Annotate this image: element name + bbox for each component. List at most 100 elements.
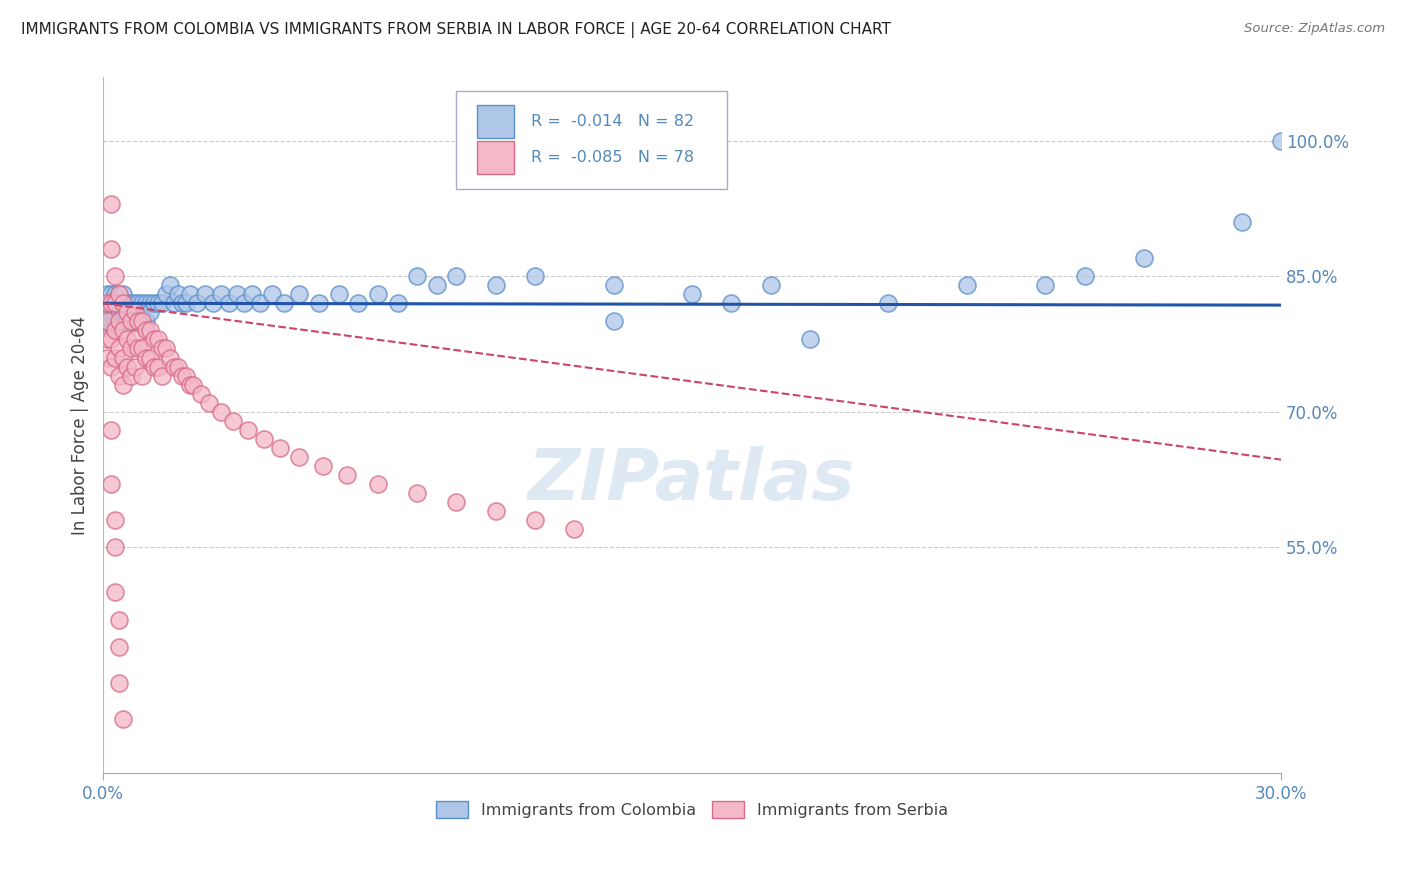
Point — [111, 314, 134, 328]
Point — [524, 269, 547, 284]
Point — [562, 522, 585, 536]
Point — [108, 287, 131, 301]
Point — [104, 305, 127, 319]
Point — [104, 351, 127, 365]
Point — [100, 296, 122, 310]
Point — [104, 314, 127, 328]
Point — [273, 296, 295, 310]
Point — [131, 342, 153, 356]
Point — [174, 368, 197, 383]
Point — [108, 613, 131, 627]
Point — [602, 314, 624, 328]
Point — [111, 296, 134, 310]
Point — [221, 414, 243, 428]
Point — [143, 333, 166, 347]
Point — [100, 305, 122, 319]
Point — [139, 323, 162, 337]
Point — [96, 296, 118, 310]
Point — [111, 287, 134, 301]
Text: IMMIGRANTS FROM COLOMBIA VS IMMIGRANTS FROM SERBIA IN LABOR FORCE | AGE 20-64 CO: IMMIGRANTS FROM COLOMBIA VS IMMIGRANTS F… — [21, 22, 891, 38]
Point — [1230, 215, 1253, 229]
Point — [104, 287, 127, 301]
Point — [681, 287, 703, 301]
Point — [135, 351, 157, 365]
Point — [135, 314, 157, 328]
Point — [108, 287, 131, 301]
Point — [367, 287, 389, 301]
Point — [124, 305, 146, 319]
Text: ZIPatlas: ZIPatlas — [529, 446, 856, 516]
Point — [100, 197, 122, 211]
Point — [186, 296, 208, 310]
Point — [108, 342, 131, 356]
Point — [111, 712, 134, 726]
Point — [799, 333, 821, 347]
Point — [485, 504, 508, 518]
Point — [163, 296, 186, 310]
Point — [139, 305, 162, 319]
Point — [120, 314, 142, 328]
Point — [96, 296, 118, 310]
Point — [127, 296, 149, 310]
Point — [174, 296, 197, 310]
Point — [100, 333, 122, 347]
Point — [108, 675, 131, 690]
Point — [131, 314, 153, 328]
Point — [120, 296, 142, 310]
Point — [249, 296, 271, 310]
Point — [104, 323, 127, 337]
Point — [166, 359, 188, 374]
Point — [209, 287, 232, 301]
Point — [131, 368, 153, 383]
Point — [120, 342, 142, 356]
Point — [100, 314, 122, 328]
Point — [115, 305, 138, 319]
Point — [166, 287, 188, 301]
Point — [485, 278, 508, 293]
Point — [238, 423, 260, 437]
Point — [1035, 278, 1057, 293]
Point — [426, 278, 449, 293]
Point — [124, 314, 146, 328]
Point — [288, 287, 311, 301]
Point — [218, 296, 240, 310]
Point — [312, 458, 335, 473]
Point — [127, 342, 149, 356]
Point — [209, 405, 232, 419]
Point — [100, 359, 122, 374]
Point — [602, 278, 624, 293]
Point — [115, 333, 138, 347]
Point — [124, 359, 146, 374]
Point — [150, 342, 173, 356]
Point — [446, 269, 468, 284]
Point — [104, 540, 127, 554]
Point — [190, 386, 212, 401]
Point — [120, 314, 142, 328]
Point — [367, 477, 389, 491]
Y-axis label: In Labor Force | Age 20-64: In Labor Force | Age 20-64 — [72, 316, 89, 535]
Point — [96, 314, 118, 328]
Point — [155, 342, 177, 356]
Point — [170, 368, 193, 383]
Point — [120, 368, 142, 383]
Point — [100, 423, 122, 437]
Point — [260, 287, 283, 301]
Point — [170, 296, 193, 310]
Point — [308, 296, 330, 310]
Point — [146, 296, 169, 310]
Point — [1132, 251, 1154, 265]
Point — [759, 278, 782, 293]
Point — [115, 296, 138, 310]
Point — [100, 477, 122, 491]
Point — [155, 287, 177, 301]
Point — [1270, 134, 1292, 148]
Point — [124, 296, 146, 310]
Point — [233, 296, 256, 310]
Point — [146, 359, 169, 374]
Point — [150, 296, 173, 310]
Point — [387, 296, 409, 310]
Point — [111, 323, 134, 337]
Point — [202, 296, 225, 310]
Point — [115, 305, 138, 319]
Point — [159, 351, 181, 365]
